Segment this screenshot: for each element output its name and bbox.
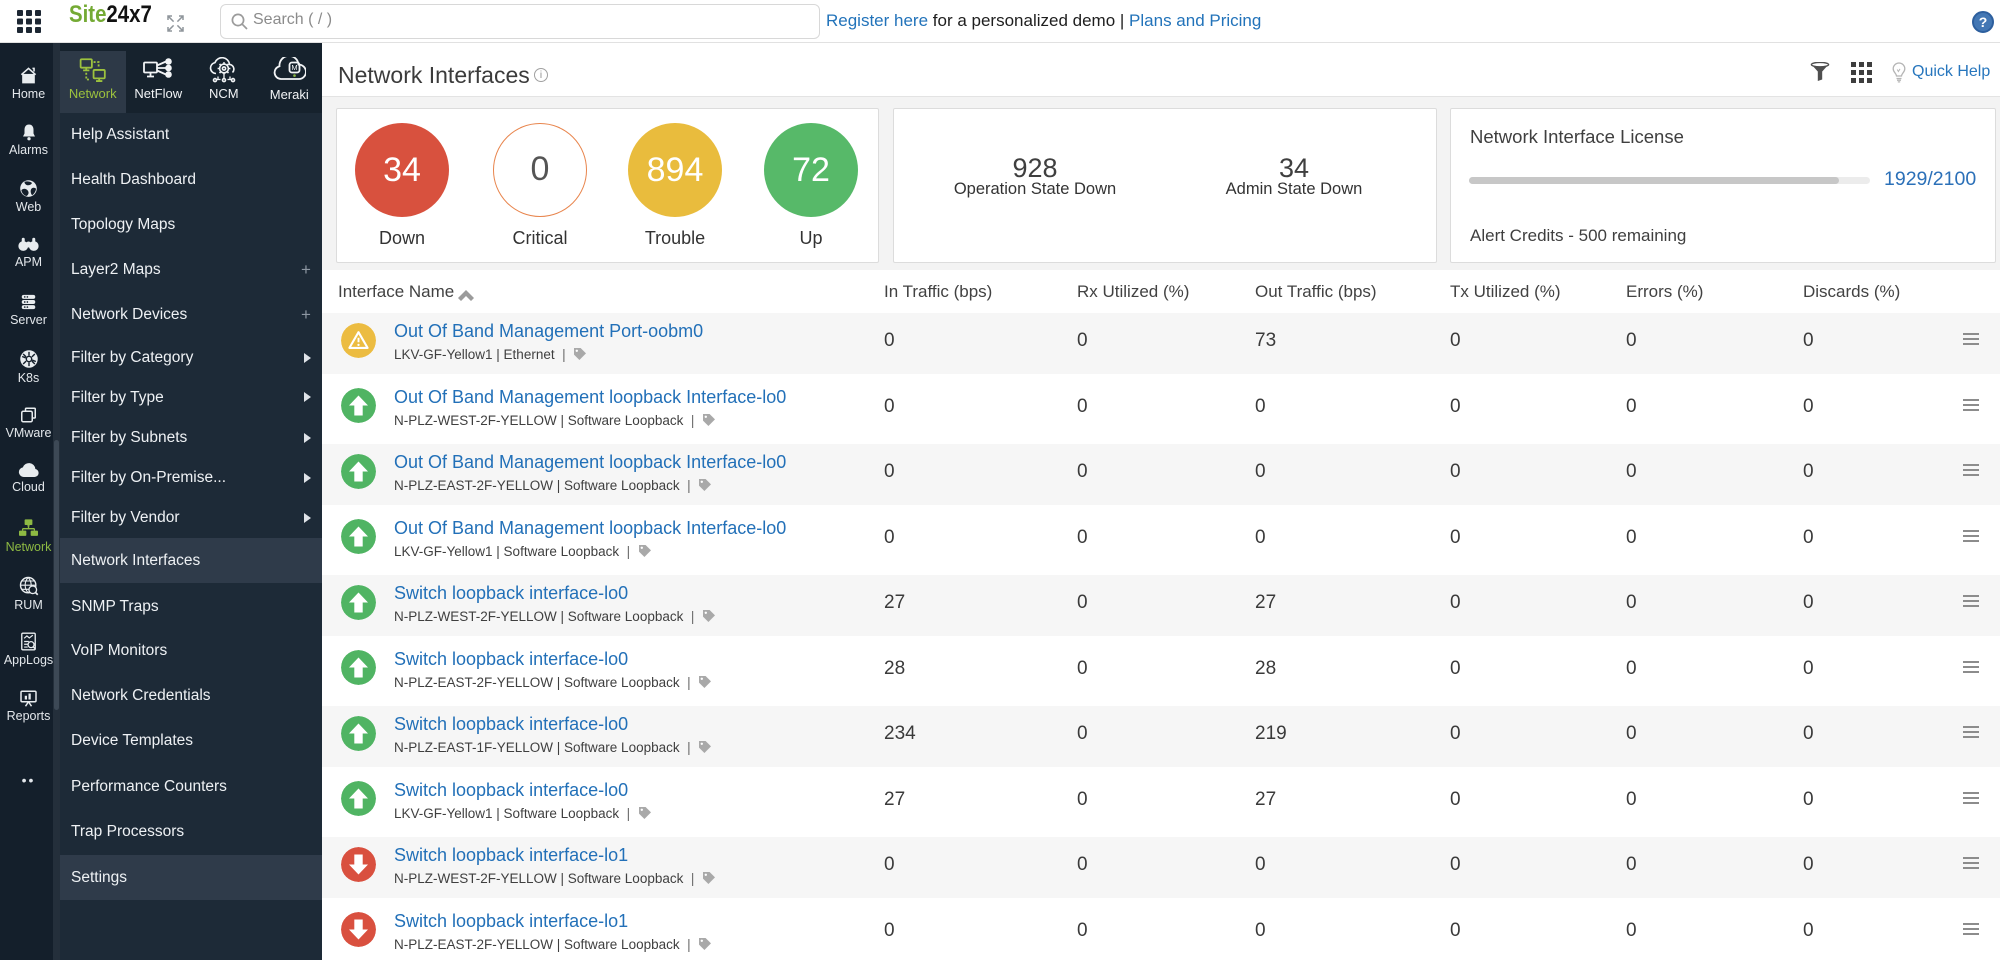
svg-text:M: M — [292, 63, 298, 72]
